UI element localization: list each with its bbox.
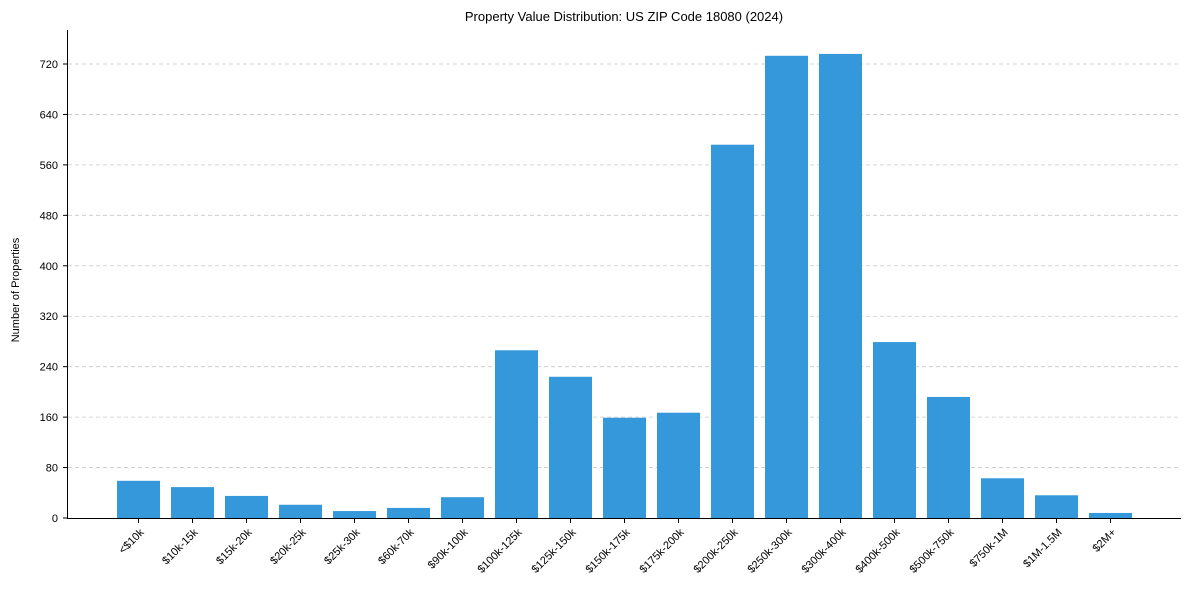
bar [171,487,214,518]
y-tick-label: 80 [46,463,58,475]
x-tick-label: $200k-250k [691,526,740,575]
bar [441,497,484,518]
bar [657,412,700,518]
x-tick-label: $500k-750k [907,526,956,575]
x-tick-label: $2M+ [1090,527,1118,555]
x-tick-label: $750k-1M [968,527,1011,570]
x-tick-label: $25k-30k [322,526,363,567]
bar [495,350,538,518]
x-tick-label: $90k-100k [426,526,471,571]
chart-title: Property Value Distribution: US ZIP Code… [465,9,783,24]
y-tick-label: 480 [40,210,58,222]
x-tick-label: $15k-20k [214,526,255,567]
y-tick-label: 560 [40,160,58,172]
x-axis-ticks: <$10k $10k-15k $15k-20k $20k-25k $25k-30k $60… [117,519,1119,576]
bar [1089,512,1132,518]
y-tick-label: 0 [52,513,58,525]
x-tick-label: $100k-125k [475,526,524,575]
x-tick-label: $125k-150k [529,526,578,575]
x-tick-label: $300k-400k [799,526,848,575]
bars [117,53,1132,519]
y-tick-label: 240 [40,362,58,374]
bar [225,495,268,518]
bar [333,511,376,518]
bar [927,396,970,518]
x-tick-label: $150k-175k [583,526,632,575]
x-tick-label: $250k-300k [745,526,794,575]
bar [387,507,430,518]
y-axis-ticks: 0 80 160 240 320 400 480 560 640 720 [40,59,67,525]
y-tick-label: 160 [40,412,58,424]
gridlines [68,63,1181,468]
bar [873,342,916,518]
bar [981,478,1024,518]
bar [603,417,646,518]
y-tick-label: 720 [40,59,58,71]
bar [279,504,322,518]
bar [549,376,592,518]
bar [819,53,862,519]
x-tick-label: <$10k [117,526,147,556]
bar [711,144,754,518]
x-tick-label: $10k-15k [160,526,201,567]
y-tick-label: 640 [40,109,58,121]
bar [117,480,160,518]
x-tick-label: $1M-1.5M [1021,527,1065,571]
y-axis-label: Number of Properties [10,237,22,342]
x-tick-label: $400k-500k [853,526,902,575]
y-tick-label: 320 [40,311,58,323]
x-tick-label: $20k-25k [268,526,309,567]
y-tick-label: 400 [40,261,58,273]
x-tick-label: $175k-200k [637,526,686,575]
bar [1035,495,1078,518]
x-tick-label: $60k-70k [376,526,417,567]
bar [765,55,808,519]
